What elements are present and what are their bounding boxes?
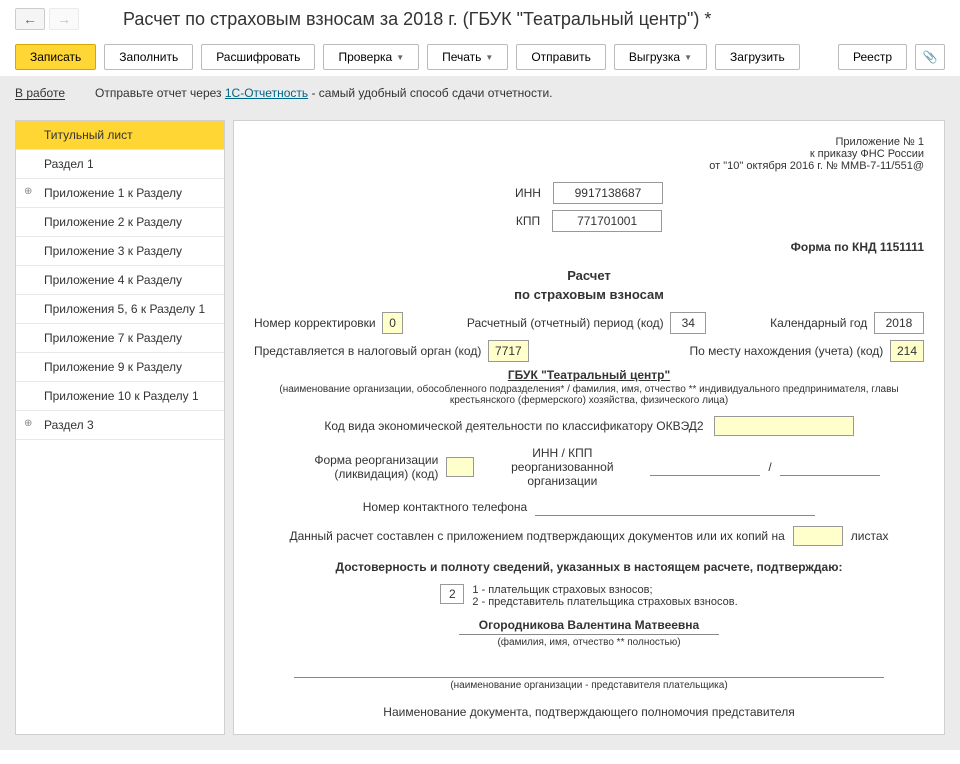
- docs-pre: Данный расчет составлен с приложением по…: [290, 529, 785, 543]
- reporting-link[interactable]: 1С-Отчетность: [225, 86, 308, 100]
- chevron-down-icon: ▼: [684, 53, 692, 62]
- phone-label: Номер контактного телефона: [363, 500, 527, 514]
- send-button[interactable]: Отправить: [516, 44, 606, 70]
- loc-label: По месту нахождения (учета) (код): [690, 344, 884, 358]
- forward-button[interactable]: →: [49, 8, 79, 30]
- okved-input[interactable]: [714, 416, 854, 436]
- period-input[interactable]: 34: [670, 312, 706, 334]
- sidebar-item[interactable]: Приложение 10 к Разделу 1: [16, 382, 224, 411]
- year-label: Календарный год: [770, 316, 867, 330]
- sidebar-item[interactable]: Титульный лист: [16, 121, 224, 150]
- doc-title-1: Расчет: [254, 268, 924, 283]
- corr-label: Номер корректировки: [254, 316, 376, 330]
- sidebar-item[interactable]: Приложение 1 к Разделу: [16, 179, 224, 208]
- print-button[interactable]: Печать▼: [427, 44, 508, 70]
- sidebar-item[interactable]: Приложение 7 к Разделу: [16, 324, 224, 353]
- chevron-down-icon: ▼: [485, 53, 493, 62]
- sidebar-item[interactable]: Раздел 1: [16, 150, 224, 179]
- kpp-value[interactable]: 771701001: [552, 210, 662, 232]
- doc-title-2: по страховым взносам: [254, 287, 924, 302]
- export-button[interactable]: Выгрузка▼: [614, 44, 707, 70]
- header-block: Приложение № 1 к приказу ФНС России от "…: [254, 136, 924, 172]
- sidebar: Титульный листРаздел 1Приложение 1 к Раз…: [15, 120, 225, 735]
- reorg-innkpp-label: ИНН / КПП реорганизованной организации: [482, 446, 642, 488]
- tax-input[interactable]: 7717: [488, 340, 529, 362]
- sidebar-item[interactable]: Приложение 2 к Разделу: [16, 208, 224, 237]
- org-hint: (наименование организации, обособленного…: [254, 384, 924, 406]
- sidebar-item[interactable]: Приложение 9 к Разделу: [16, 353, 224, 382]
- toolbar: Записать Заполнить Расшифровать Проверка…: [0, 38, 960, 76]
- page-title: Расчет по страховым взносам за 2018 г. (…: [123, 9, 711, 30]
- signer-opt2: 2 - представитель плательщика страховых …: [472, 596, 737, 608]
- docs-pages-input[interactable]: [793, 526, 843, 546]
- sidebar-item[interactable]: Приложения 5, 6 к Разделу 1: [16, 295, 224, 324]
- check-button[interactable]: Проверка▼: [323, 44, 419, 70]
- info-text: Отправьте отчет через: [95, 86, 225, 100]
- sidebar-item[interactable]: Приложение 4 к Разделу: [16, 266, 224, 295]
- main-panel: Приложение № 1 к приказу ФНС России от "…: [233, 120, 945, 735]
- repr-hint: (наименование организации - представител…: [254, 680, 924, 691]
- reorg-form-label: Форма реорганизации (ликвидация) (код): [298, 453, 438, 481]
- knd-label: Форма по КНД 1151111: [254, 240, 924, 254]
- chevron-down-icon: ▼: [396, 53, 404, 62]
- registry-button[interactable]: Реестр: [838, 44, 907, 70]
- paperclip-icon: 📎: [923, 50, 938, 64]
- fill-button[interactable]: Заполнить: [104, 44, 193, 70]
- tax-label: Представляется в налоговый орган (код): [254, 344, 481, 358]
- header-line3: от "10" октября 2016 г. № ММВ-7-11/551@: [254, 160, 924, 172]
- info-bar: В работе Отправьте отчет через 1С-Отчетн…: [0, 76, 960, 110]
- repr-org-input[interactable]: [294, 662, 884, 678]
- sidebar-item[interactable]: Раздел 3: [16, 411, 224, 440]
- signer-legend: 1 - плательщик страховых взносов; 2 - пр…: [472, 584, 737, 608]
- reorg-inn-input[interactable]: [650, 458, 760, 476]
- signer-opt1: 1 - плательщик страховых взносов;: [472, 584, 737, 596]
- org-name: ГБУК "Театральный центр": [254, 368, 924, 382]
- header-line2: к приказу ФНС России: [254, 148, 924, 160]
- period-label: Расчетный (отчетный) период (код): [467, 316, 664, 330]
- attach-button[interactable]: 📎: [915, 44, 945, 70]
- decrypt-button[interactable]: Расшифровать: [201, 44, 315, 70]
- load-button[interactable]: Загрузить: [715, 44, 800, 70]
- write-button[interactable]: Записать: [15, 44, 96, 70]
- corr-input[interactable]: 0: [382, 312, 403, 334]
- year-input[interactable]: 2018: [874, 312, 924, 334]
- inn-value[interactable]: 9917138687: [553, 182, 663, 204]
- header-line1: Приложение № 1: [254, 136, 924, 148]
- signer-name-hint: (фамилия, имя, отчество ** полностью): [254, 637, 924, 648]
- info-text-post: - самый удобный способ сдачи отчетности.: [311, 86, 552, 100]
- reorg-form-input[interactable]: [446, 457, 474, 477]
- okved-label: Код вида экономической деятельности по к…: [324, 419, 703, 433]
- inn-label: ИНН: [515, 186, 541, 200]
- separator: /: [768, 460, 771, 474]
- docs-post: листах: [851, 529, 889, 543]
- phone-input[interactable]: [535, 498, 815, 516]
- signer-code-input[interactable]: 2: [440, 584, 464, 604]
- reorg-kpp-input[interactable]: [780, 458, 880, 476]
- signer-name: Огородникова Валентина Матвеевна: [459, 618, 719, 635]
- status-link[interactable]: В работе: [15, 86, 65, 100]
- kpp-label: КПП: [516, 214, 540, 228]
- back-button[interactable]: ←: [15, 8, 45, 30]
- footer-text: Наименование документа, подтверждающего …: [254, 705, 924, 719]
- sidebar-item[interactable]: Приложение 3 к Разделу: [16, 237, 224, 266]
- confirm-title: Достоверность и полноту сведений, указан…: [254, 560, 924, 574]
- loc-input[interactable]: 214: [890, 340, 924, 362]
